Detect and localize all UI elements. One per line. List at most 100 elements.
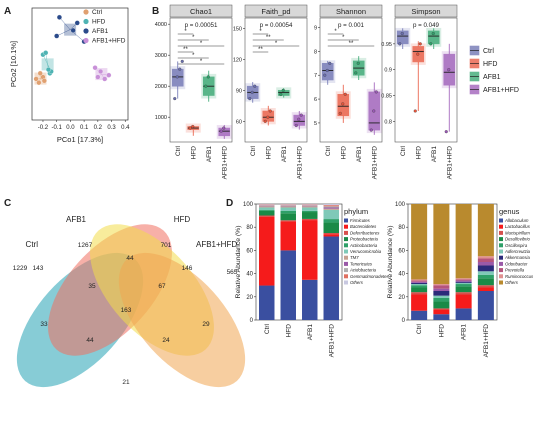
phylum-legend-swatch bbox=[344, 280, 348, 285]
phylum-y-label: Relative Abundance (%) bbox=[235, 226, 242, 299]
genus-bar-segment bbox=[455, 204, 472, 279]
phylum-legend-label: Bacteroidetes bbox=[350, 224, 377, 229]
alpha-point bbox=[281, 88, 285, 92]
alpha-x-tick-label: AFB1+HFD bbox=[446, 146, 453, 180]
pcoa-legend-label: Ctrl bbox=[92, 9, 103, 16]
genus-bar-segment bbox=[433, 291, 450, 296]
alpha-sig-mark: * bbox=[192, 53, 195, 59]
alpha-legend-label: AFB1+HFD bbox=[483, 87, 519, 94]
venn-count: 67 bbox=[158, 283, 166, 290]
venn-count: 565 bbox=[227, 269, 238, 276]
pcoa-point bbox=[37, 70, 43, 76]
alpha-point bbox=[253, 84, 257, 88]
alpha-point bbox=[418, 42, 422, 46]
alpha-x-tick-label: HFD bbox=[415, 146, 422, 160]
genus-bar-segment bbox=[433, 288, 450, 291]
genus-legend-label: Others bbox=[505, 280, 519, 285]
phylum-bar-segment bbox=[302, 204, 318, 205]
venn-count: 163 bbox=[121, 307, 132, 314]
alpha-point bbox=[188, 126, 192, 130]
phylum-bar-segment bbox=[259, 205, 275, 207]
genus-legend-swatch bbox=[499, 261, 503, 266]
alpha-sig-mark: * bbox=[259, 29, 262, 35]
genus-bar-segment bbox=[433, 295, 450, 298]
alpha-y-tick-label: 0.95 bbox=[381, 42, 392, 48]
phylum-legend-swatch bbox=[344, 224, 348, 229]
pcoa-legend-label: HFD bbox=[92, 19, 106, 26]
genus-x-tick-label: AFB1+HFD bbox=[483, 324, 490, 358]
pcoa-point bbox=[56, 14, 62, 20]
genus-legend-title: genus bbox=[499, 207, 520, 216]
alpha-point bbox=[263, 119, 267, 123]
alpha-point bbox=[204, 84, 208, 88]
genus-legend-label: Mucispirillum bbox=[505, 230, 530, 235]
phylum-bar-segment bbox=[302, 204, 318, 206]
alpha-point bbox=[369, 128, 373, 132]
pcoa-x-tick-label: 0.0 bbox=[66, 125, 75, 131]
venn-count: 24 bbox=[162, 337, 170, 344]
alpha-sig-mark: * bbox=[342, 35, 345, 41]
alpha-point bbox=[372, 109, 376, 113]
panel-letter-c: C bbox=[4, 198, 11, 209]
phylum-legend-label: Actinobacteria bbox=[349, 243, 378, 248]
genus-bar-segment bbox=[477, 265, 494, 272]
phylum-bar-segment bbox=[302, 205, 318, 206]
genus-bar-segment bbox=[433, 309, 450, 315]
venn-set-label: Ctrl bbox=[26, 240, 39, 249]
alpha-point bbox=[191, 124, 195, 129]
genus-y-tick-label: 100 bbox=[395, 202, 406, 208]
pcoa-legend-marker bbox=[83, 37, 89, 44]
genus-bar-segment bbox=[411, 284, 428, 286]
alpha-strip bbox=[319, 4, 383, 18]
phylum-bar-segment bbox=[259, 204, 275, 205]
pcoa-x-tick-label: -0.1 bbox=[52, 125, 63, 131]
alpha-y-tick-label: 0.9 bbox=[384, 68, 392, 74]
alpha-sig-mark: * bbox=[275, 41, 278, 47]
alpha-x-tick-label: HFD bbox=[190, 146, 197, 160]
venn-count: 44 bbox=[86, 337, 94, 344]
alpha-point bbox=[266, 115, 270, 119]
alpha-point bbox=[294, 123, 298, 128]
genus-bar-segment bbox=[455, 279, 472, 281]
alpha-panel-simpson: Simpson 0.8 0.85 0.9 0.95 p = 0.049 Ctrl HFD AFB… bbox=[381, 4, 458, 180]
alpha-y-tick-label: 1000 bbox=[155, 115, 167, 121]
venn-count: 146 bbox=[182, 265, 193, 272]
phylum-bar-segment bbox=[259, 205, 275, 206]
alpha-y-tick-label: 4000 bbox=[155, 22, 167, 28]
genus-bar-segment bbox=[455, 278, 472, 280]
alpha-y-tick-label: 7 bbox=[314, 73, 317, 79]
genus-bar-segment bbox=[433, 301, 450, 309]
pcoa-point bbox=[102, 76, 108, 82]
genus-bar-segment bbox=[411, 281, 428, 283]
genus-bar-segment bbox=[411, 287, 428, 293]
genus-bar-segment bbox=[455, 294, 472, 309]
genus-y-tick-label: 20 bbox=[398, 295, 405, 301]
pcoa-legend-marker bbox=[83, 9, 89, 15]
alpha-point bbox=[429, 42, 433, 46]
genus-legend-label: Prevotella bbox=[505, 268, 525, 273]
phylum-y-tick-label: 60 bbox=[246, 248, 253, 254]
alpha-y-tick-label: 0.8 bbox=[384, 119, 392, 125]
alpha-sig-mark: ** bbox=[266, 35, 271, 41]
genus-bar-segment bbox=[411, 282, 428, 285]
alpha-y-tick-label: 9 bbox=[314, 26, 317, 32]
genus-bar-segment bbox=[411, 310, 428, 320]
venn-count: 21 bbox=[122, 379, 130, 386]
venn-count: 143 bbox=[33, 265, 44, 272]
alpha-point bbox=[279, 92, 283, 97]
alpha-p-value: p = 0.00051 bbox=[185, 22, 218, 29]
phylum-bar-segment bbox=[280, 221, 296, 251]
pcoa-point bbox=[98, 68, 104, 75]
phylum-legend-swatch bbox=[344, 249, 348, 254]
alpha-point bbox=[219, 129, 223, 133]
phylum-bar-segment bbox=[259, 204, 275, 206]
phylum-bar-segment bbox=[302, 220, 318, 280]
phylum-bar-segment bbox=[280, 210, 296, 214]
pcoa-legend-marker bbox=[83, 28, 89, 34]
phylum-bar-segment bbox=[280, 250, 296, 320]
phylum-bar-segment bbox=[280, 207, 296, 211]
venn-set-afb1-hfd bbox=[118, 252, 246, 388]
alpha-y-tick-label: 8 bbox=[314, 49, 317, 55]
phylum-bar-segment bbox=[259, 216, 275, 286]
